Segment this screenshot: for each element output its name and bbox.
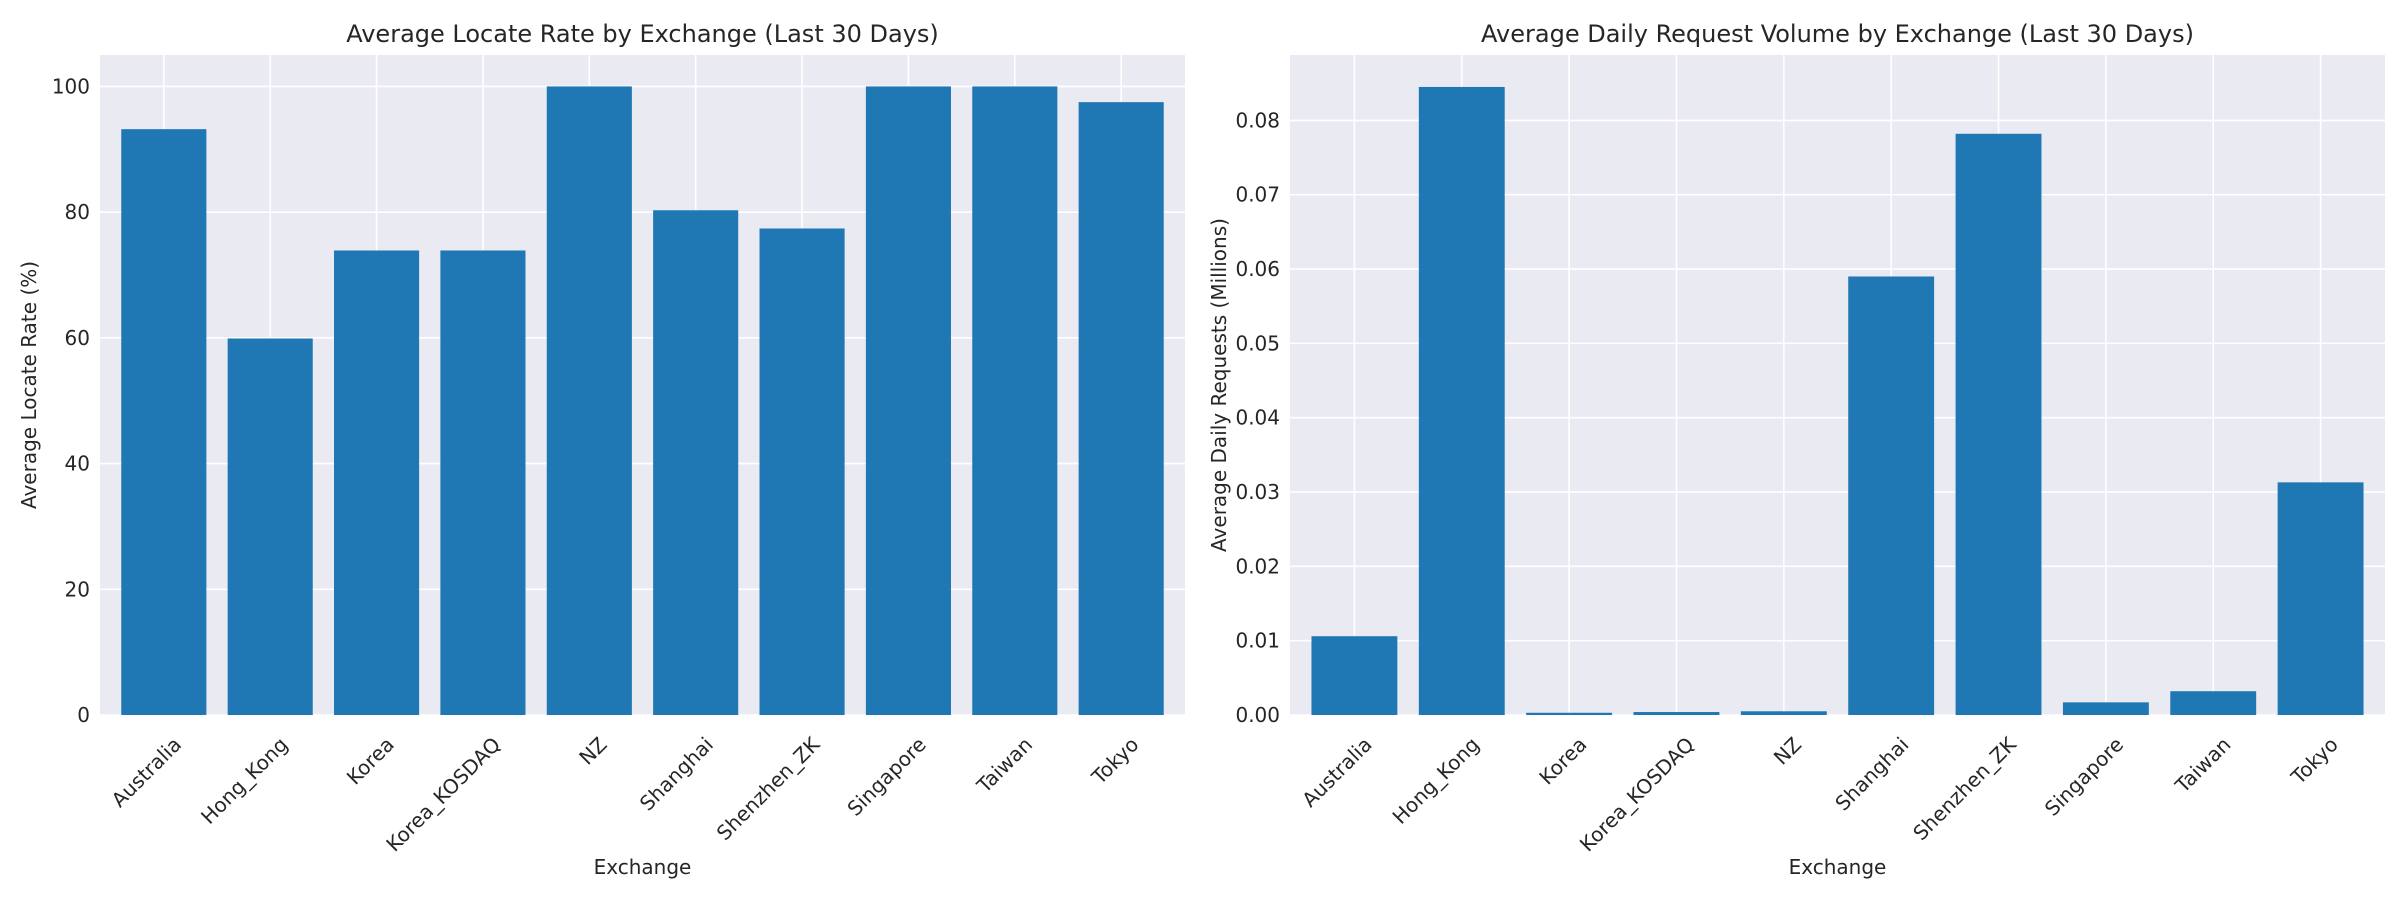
locate-rate-bar-hong-kong <box>227 338 313 715</box>
request-volume-y-tick-label: 0.02 <box>1235 554 1280 578</box>
locate-rate-bar-korea-kosdaq <box>440 250 526 715</box>
request-volume-bar-korea <box>1526 712 1613 715</box>
locate-rate-bar-singapore <box>865 86 951 715</box>
locate-rate-x-axis-label: Exchange <box>594 855 692 879</box>
request-volume-y-tick-label: 0.05 <box>1235 331 1280 355</box>
request-volume-y-tick-label: 0.03 <box>1235 480 1280 504</box>
request-volume-chart-title: Average Daily Request Volume by Exchange… <box>1481 20 2194 48</box>
locate-rate-bar-shenzhen-zk <box>759 228 845 715</box>
request-volume-y-tick-label: 0.07 <box>1235 183 1280 207</box>
request-volume-y-axis-label: Average Daily Requests (Millions) <box>1207 218 1231 552</box>
locate-rate-y-tick-label: 40 <box>65 452 90 476</box>
request-volume-bar-hong-kong <box>1418 86 1505 715</box>
request-volume-y-tick-label: 0.00 <box>1235 703 1280 727</box>
request-volume-y-tick-label: 0.08 <box>1235 108 1280 132</box>
request-volume-y-tick-label: 0.04 <box>1235 406 1280 430</box>
locate-rate-bar-tokyo <box>1078 102 1164 715</box>
request-volume-bar-singapore <box>2062 702 2149 715</box>
locate-rate-y-tick-label: 80 <box>65 200 90 224</box>
locate-rate-bar-shanghai <box>653 210 739 715</box>
locate-rate-y-tick-label: 60 <box>65 326 90 350</box>
request-volume-bar-taiwan <box>2170 691 2257 715</box>
locate-rate-chart-title: Average Locate Rate by Exchange (Last 30… <box>346 20 939 48</box>
locate-rate-y-tick-label: 100 <box>52 74 90 98</box>
request-volume-bar-korea-kosdaq <box>1633 712 1720 715</box>
request-volume-bars <box>1311 86 2364 715</box>
locate-rate-y-tick-label: 20 <box>65 577 90 601</box>
locate-rate-bar-australia <box>121 129 207 715</box>
request-volume-bar-tokyo <box>2277 482 2364 715</box>
request-volume-bar-shenzhen-zk <box>1955 133 2042 715</box>
request-volume-bar-shanghai <box>1848 276 1935 715</box>
locate-rate-bar-nz <box>546 86 632 715</box>
locate-rate-y-tick-label: 0 <box>77 703 90 727</box>
request-volume-x-axis-label: Exchange <box>1789 855 1887 879</box>
request-volume-y-tick-label: 0.06 <box>1235 257 1280 281</box>
request-volume-y-tick-label: 0.01 <box>1235 629 1280 653</box>
locate-rate-bar-taiwan <box>972 86 1058 715</box>
request-volume-bar-australia <box>1311 636 1398 715</box>
request-volume-bar-nz <box>1740 711 1827 715</box>
locate-rate-bars <box>121 86 1164 715</box>
locate-rate-y-axis-label: Average Locate Rate (%) <box>17 261 41 509</box>
locate-rate-bar-korea <box>334 250 420 715</box>
